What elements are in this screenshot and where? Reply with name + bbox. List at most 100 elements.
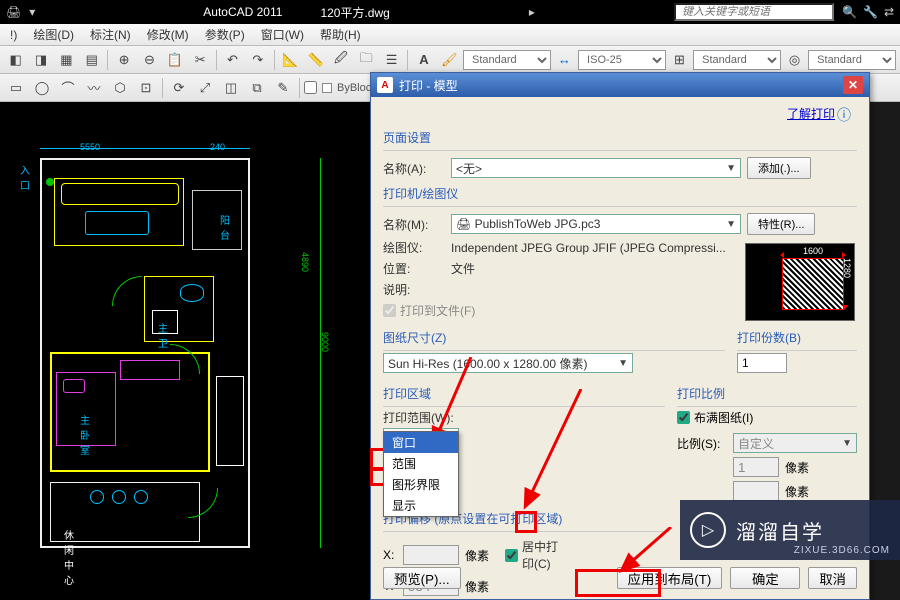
paper-preview: 1600 1280 <box>745 243 855 321</box>
room-label: 入口 <box>20 162 30 192</box>
scale-select: 自定义▼ <box>733 433 857 453</box>
tb-icon[interactable]: 🖉 <box>329 49 352 71</box>
printer-icon: 🖨 <box>456 217 475 231</box>
tb-icon[interactable]: ☰ <box>380 49 403 71</box>
plotter-value: Independent JPEG Group JFIF (JPEG Compre… <box>451 241 726 255</box>
tb-icon[interactable]: 〰 <box>82 77 106 99</box>
page-setup-select[interactable]: <无>▼ <box>451 158 741 178</box>
fit-to-paper-check[interactable]: 布满图纸(I) <box>677 409 753 426</box>
apply-layout-button[interactable]: 应用到布局(T) <box>617 567 723 589</box>
exchange-icon[interactable]: ⇄ <box>884 5 894 19</box>
props-button[interactable]: 特性(R)... <box>747 213 815 235</box>
title-bar: 🖨 ▾ AutoCAD 2011 120平方.dwg ▸ 🔍 🔧 ⇄ <box>0 0 900 24</box>
wrench-icon[interactable]: 🔧 <box>863 5 878 19</box>
style-select-4[interactable]: Standard <box>808 50 896 70</box>
autocad-icon: A <box>377 77 393 93</box>
tb-icon[interactable]: ◯ <box>30 77 54 99</box>
menu-item-draw[interactable]: 绘图(D) <box>27 24 80 45</box>
add-button[interactable]: 添加(.)... <box>747 157 811 179</box>
tb-dim-icon[interactable]: ↔ <box>553 49 576 71</box>
dialog-titlebar[interactable]: A 打印 - 模型 ✕ <box>371 73 869 97</box>
menu-item-modify[interactable]: 修改(M) <box>141 24 195 45</box>
dd-option-limits[interactable]: 图形界限 <box>384 474 458 495</box>
tb-paint-icon[interactable]: 🖌 <box>438 49 461 71</box>
menu-item-help[interactable]: 帮助(H) <box>314 24 367 45</box>
dim-label: 9000 <box>320 332 330 352</box>
cancel-button[interactable]: 取消 <box>808 567 857 589</box>
tb-icon[interactable]: ⬡ <box>108 77 132 99</box>
search-input[interactable] <box>674 3 834 21</box>
menu-item-window[interactable]: 窗口(W) <box>255 24 310 45</box>
tb-icon[interactable]: ▭ <box>4 77 28 99</box>
tb-icon[interactable]: 🗀 <box>355 49 378 71</box>
tb-icon[interactable]: ⤢ <box>193 77 217 99</box>
tb-icon[interactable]: ⟳ <box>167 77 191 99</box>
menu-item-dim[interactable]: 标注(N) <box>84 24 137 45</box>
offset-x-input[interactable] <box>403 545 459 565</box>
tb-icon[interactable]: ▤ <box>80 49 103 71</box>
where-value: 文件 <box>451 260 475 277</box>
tb-icon[interactable]: ✂ <box>188 49 211 71</box>
group-scale: 打印比例 <box>677 385 857 402</box>
tb-icon[interactable]: ◫ <box>219 77 243 99</box>
room-label: 阳台 <box>220 212 230 242</box>
dd-option-extents[interactable]: 范围 <box>384 453 458 474</box>
print-icon[interactable]: 🖨 <box>6 5 21 19</box>
chevron-right-icon: ▸ <box>529 5 535 19</box>
tb-icon[interactable]: ◨ <box>29 49 52 71</box>
tb-icon[interactable]: ▦ <box>55 49 78 71</box>
play-icon: ▷ <box>690 512 726 548</box>
close-icon[interactable]: ✕ <box>843 76 863 94</box>
room-label: 主卫 <box>158 320 168 350</box>
tb-icon[interactable]: ⌒ <box>56 77 80 99</box>
menu-item-param[interactable]: 参数(P) <box>199 24 251 45</box>
style-select-2[interactable]: ISO-25 <box>578 50 666 70</box>
menu-item-0[interactable]: !) <box>4 26 23 44</box>
tb-icon[interactable]: 📐 <box>279 49 302 71</box>
info-icon: ⓘ <box>837 105 851 125</box>
range-dropdown[interactable]: 窗口 范围 图形界限 显示 <box>383 431 459 517</box>
group-copies: 打印份数(B) <box>737 329 857 346</box>
tb-icon[interactable]: ⊡ <box>134 77 158 99</box>
tb-icon[interactable]: 📏 <box>304 49 327 71</box>
paper-size-select[interactable]: Sun Hi-Res (1600.00 x 1280.00 像素)▼ <box>383 353 633 373</box>
name-label: 名称(A): <box>383 160 445 177</box>
app-title: AutoCAD 2011 <box>203 5 282 19</box>
dim-label: 4890 <box>300 252 310 272</box>
tb-icon[interactable]: ⊖ <box>138 49 161 71</box>
binoculars-icon[interactable]: 🔍 <box>842 5 857 19</box>
toolbar-1: ◧ ◨ ▦ ▤ ⊕ ⊖ 📋 ✂ ↶ ↷ 📐 📏 🖉 🗀 ☰ A 🖌 Standa… <box>0 46 900 74</box>
tb-icon[interactable]: ↶ <box>221 49 244 71</box>
watermark-url: ZIXUE.3D66.COM <box>794 545 890 556</box>
watermark-text: 溜溜自学 <box>736 516 824 545</box>
preview-button[interactable]: 预览(P)... <box>383 567 461 589</box>
tb-text-icon[interactable]: A <box>412 49 435 71</box>
ratio-label: 比例(S): <box>677 435 727 452</box>
dim-label: 5550 <box>80 142 100 152</box>
tb-icon[interactable]: 📋 <box>163 49 186 71</box>
copies-input[interactable]: 1 <box>737 353 787 373</box>
printer-select[interactable]: 🖨 PublishToWeb JPG.pc3▼ <box>451 214 741 234</box>
style-select-1[interactable]: Standard <box>463 50 551 70</box>
ok-button[interactable]: 确定 <box>730 567 800 589</box>
tb-icon[interactable]: ✎ <box>271 77 295 99</box>
tb-icon[interactable]: ⧉ <box>245 77 269 99</box>
scale-unit1-input <box>733 457 779 477</box>
learn-print-link[interactable]: 了解打印 <box>787 105 835 122</box>
dropdown-icon[interactable]: ▾ <box>29 5 35 19</box>
tb-icon[interactable]: ◧ <box>4 49 27 71</box>
group-page-setup: 页面设置 <box>383 129 857 146</box>
style-select-3[interactable]: Standard <box>693 50 781 70</box>
dd-option-window[interactable]: 窗口 <box>384 432 458 453</box>
dialog-title: 打印 - 模型 <box>399 77 458 94</box>
desc-label: 说明: <box>383 281 445 298</box>
printer-name-label: 名称(M): <box>383 216 445 233</box>
byblock-check[interactable]: ByBlock <box>304 81 377 94</box>
tb-icon[interactable]: ◎ <box>783 49 806 71</box>
group-printer: 打印机/绘图仪 <box>383 185 857 202</box>
tb-icon[interactable]: ⊞ <box>668 49 691 71</box>
dd-option-display[interactable]: 显示 <box>384 495 458 516</box>
drawing-canvas[interactable]: 5550 240 9000 4890 入口 阳台 主卫 主卧室 <box>0 102 370 600</box>
tb-icon[interactable]: ⊕ <box>112 49 135 71</box>
tb-icon[interactable]: ↷ <box>246 49 269 71</box>
